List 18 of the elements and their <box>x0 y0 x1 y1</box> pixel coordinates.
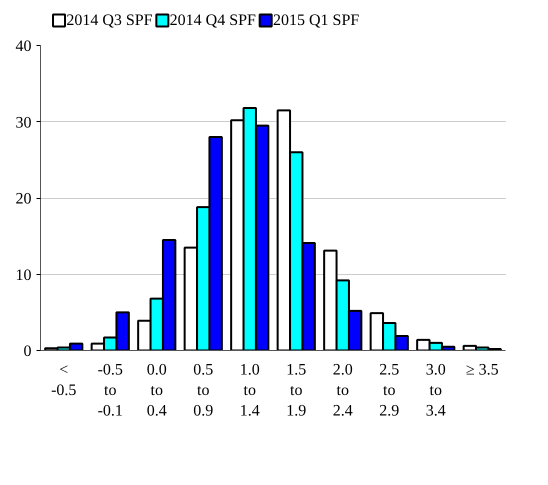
legend-label: 2014 Q4 SPF <box>170 12 256 29</box>
y-tick-label: 10 <box>16 266 32 284</box>
legend-label: 2015 Q1 SPF <box>273 12 360 29</box>
x-tick-label: 2.5 to 2.9 <box>379 362 400 420</box>
x-tick-label: ≥ 3.5 <box>466 362 499 378</box>
y-tick-label: 0 <box>24 343 32 360</box>
x-tick-label: < -0.5 <box>51 362 76 399</box>
x-tick-label: 0.5 to 0.9 <box>193 362 214 420</box>
x-tick-label: 2.0 to 2.4 <box>332 362 353 420</box>
x-tick-label: 1.0 to 1.4 <box>240 362 260 420</box>
y-tick-label: 40 <box>16 38 32 55</box>
x-tick-label: -0.5 to -0.1 <box>98 362 123 420</box>
y-tick-label: 20 <box>16 190 32 208</box>
legend-label: 2014 Q3 SPF <box>66 12 153 29</box>
x-tick-label: 0.0 to 0.4 <box>146 362 167 420</box>
x-tick-label: 1.5 to 1.9 <box>286 362 306 420</box>
x-tick-label: 3.0 to 3.4 <box>426 362 446 420</box>
y-tick-label: 30 <box>16 114 32 132</box>
